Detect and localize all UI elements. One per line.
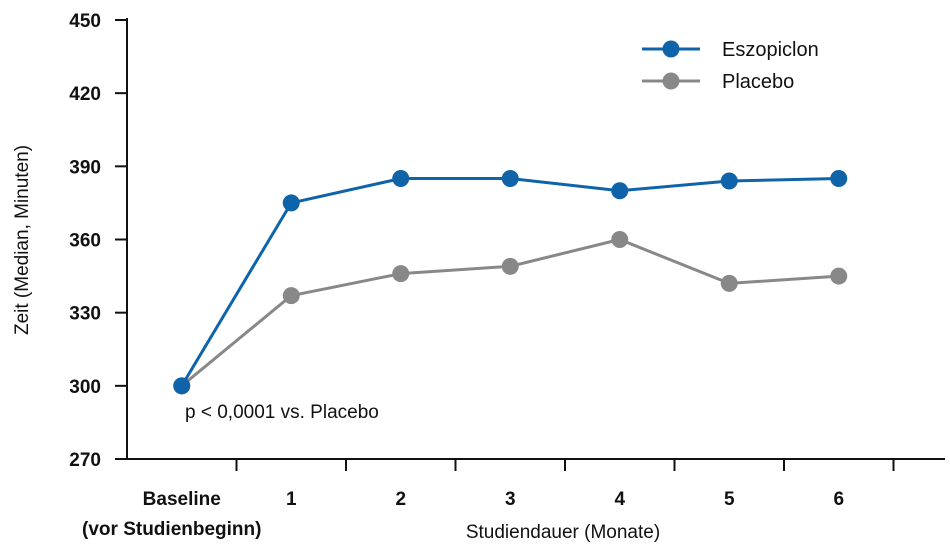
x-tick-label: 3	[505, 489, 516, 510]
data-point	[282, 194, 300, 212]
y-axis-label: Zeit (Median, Minuten)	[12, 145, 33, 335]
legend: Eszopiclon Placebo	[642, 39, 819, 93]
significance-annotation: p < 0,0001 vs. Placebo	[185, 402, 379, 423]
x-tick-sublabel: (vor Studienbeginn)	[82, 519, 261, 540]
data-point	[611, 231, 629, 248]
legend-label: Placebo	[722, 71, 794, 93]
y-tick-label: 330	[69, 304, 101, 325]
x-tick-label: 5	[724, 489, 735, 510]
data-point	[830, 267, 848, 285]
data-point	[501, 257, 519, 275]
series-placebo	[173, 231, 848, 395]
legend-swatch-marker	[662, 40, 680, 58]
x-tick-label: Baseline	[143, 489, 221, 510]
data-point	[392, 170, 410, 188]
y-tick-label: 420	[69, 84, 101, 105]
data-point	[173, 377, 191, 395]
x-tick-label: 2	[395, 489, 406, 510]
data-point	[611, 182, 629, 200]
axes	[126, 18, 945, 460]
legend-swatch-marker	[662, 72, 680, 90]
x-axis-ticks: Baseline 1 2 3 4 5 6 (vor Studienbeginn)	[82, 459, 895, 540]
data-point	[392, 265, 410, 283]
y-tick-label: 360	[69, 231, 101, 252]
legend-item-eszopiclon: Eszopiclon	[642, 39, 819, 61]
legend-label: Eszopiclon	[722, 39, 819, 61]
data-point	[501, 170, 519, 188]
legend-item-placebo: Placebo	[642, 71, 794, 93]
data-point	[720, 274, 738, 292]
y-tick-label: 300	[69, 377, 101, 398]
x-tick-label: 6	[833, 489, 844, 510]
y-tick-label: 390	[69, 157, 101, 178]
data-point	[830, 170, 848, 188]
y-axis-ticks: 270 300 330 360 390 420 450	[69, 11, 127, 471]
series-eszopiclon	[173, 170, 848, 395]
x-axis-label: Studiendauer (Monate)	[466, 522, 660, 543]
x-tick-label: 1	[286, 489, 297, 510]
y-tick-label: 270	[69, 450, 101, 471]
data-point	[720, 172, 738, 190]
series-layer	[173, 170, 848, 395]
data-point	[282, 287, 300, 305]
x-tick-label: 4	[614, 489, 625, 510]
y-tick-label: 450	[69, 11, 101, 32]
